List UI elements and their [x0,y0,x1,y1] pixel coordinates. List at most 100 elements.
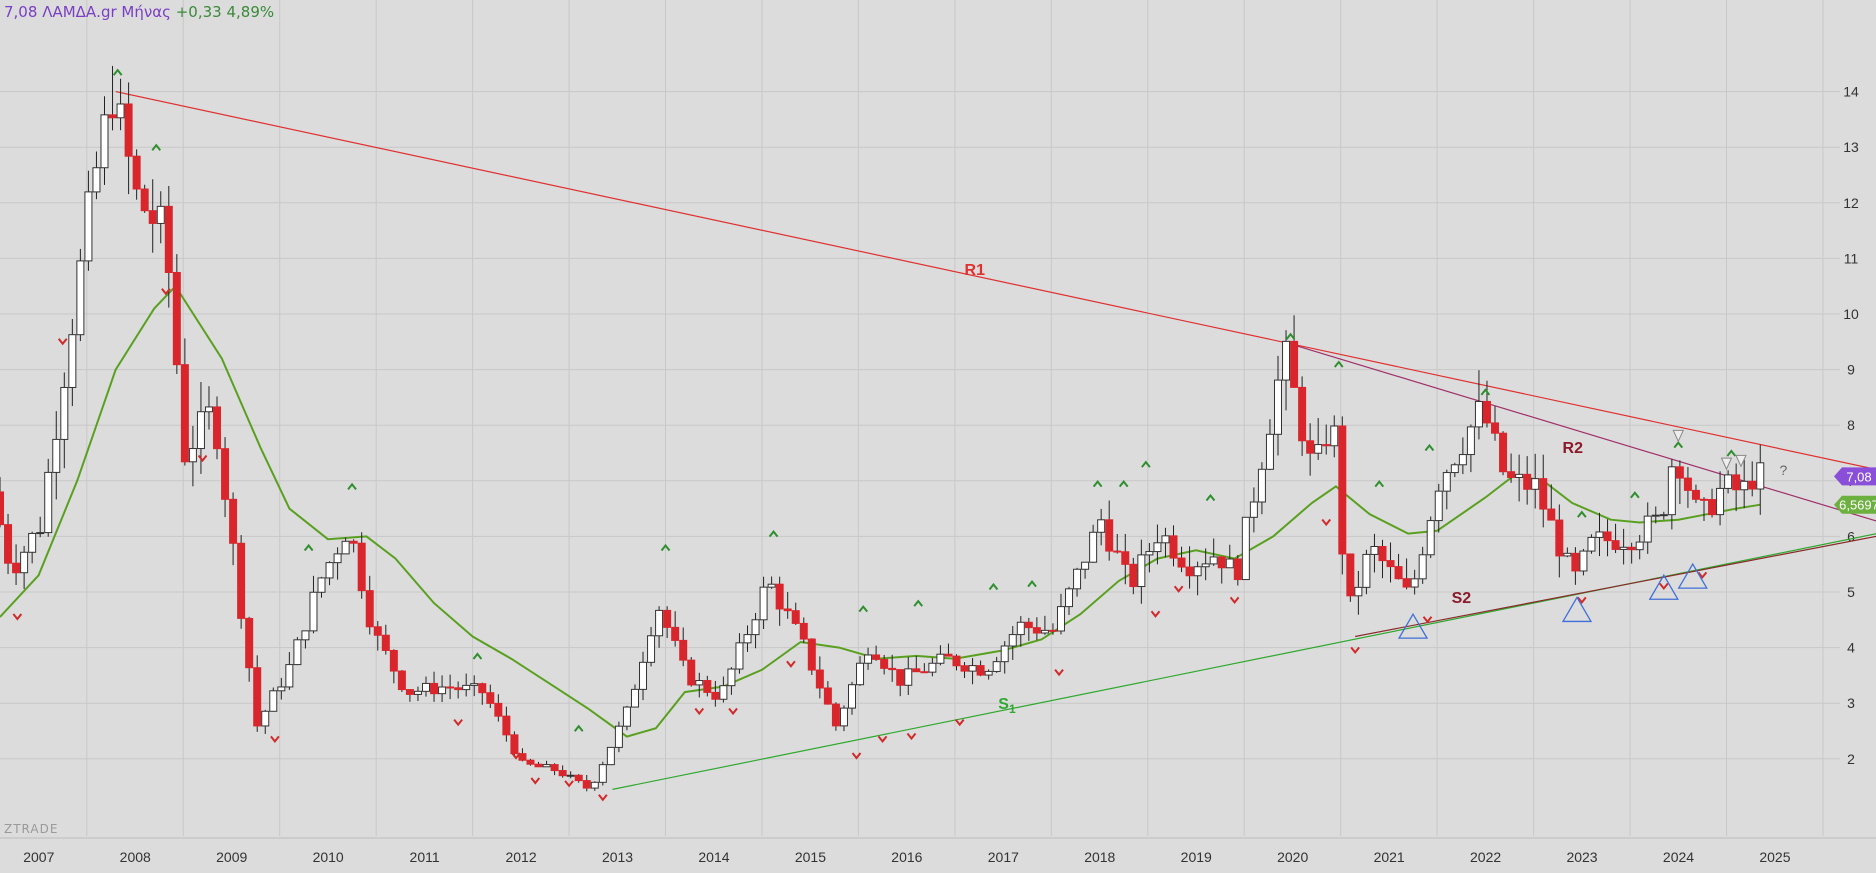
candle-bull [309,591,318,632]
candle-bear [703,680,712,693]
y-tick-label: 12 [1843,195,1859,211]
fractal-up-marker [1577,510,1587,518]
x-tick-label: 2025 [1759,849,1790,865]
candle-bull [614,725,623,748]
candle-bull [767,583,776,588]
candle-bull [727,668,736,687]
candle-bear [663,609,672,628]
fractal-down-marker [1150,610,1161,618]
candle-bull [847,684,856,709]
candle-bull [325,562,334,579]
x-tick-label: 2016 [891,849,922,865]
candle-bear [550,764,559,772]
candle-bull [1282,340,1291,381]
candle-bull [1161,535,1170,544]
candle-bull [647,635,656,663]
candle-bear [574,774,583,782]
fractal-down-marker [1054,668,1064,677]
candle-bear [1338,425,1347,555]
x-tick-label: 2011 [410,849,440,865]
candle-bull [277,686,286,692]
candle-bear [582,780,591,789]
candle-bear [245,617,254,669]
candle-bull [100,114,109,169]
header-symbol: ΛΑΜΔΑ.gr [42,3,117,21]
candle-bear [454,687,463,691]
question-mark: ? [1780,462,1788,478]
candle-bull [1145,551,1154,556]
candle-bull [606,746,615,766]
fractal-down-marker [1659,582,1669,591]
last-price-badge-text: 7,08 [1846,469,1871,484]
fractal-down-marker [1229,596,1240,604]
candle-bear [1298,386,1307,442]
fractal-down-marker [1321,518,1332,527]
fractal-up-marker [1424,443,1435,452]
trendline-label: R1 [965,262,986,279]
candle-bull [743,634,752,644]
candle-bear [1024,621,1033,629]
candle-bull [1265,433,1274,470]
candle-bull [1040,629,1049,634]
candle-bear [1499,432,1508,473]
candle-bull [1418,554,1427,580]
candle-bear [1547,508,1556,521]
candle-bear [791,610,800,624]
y-tick-label: 3 [1847,695,1855,711]
candle-bear [140,188,149,212]
candle-bear [486,692,495,704]
candle-bull [462,684,471,691]
candle-bull [751,619,760,636]
y-tick-label: 9 [1847,362,1855,378]
candle-bull [1643,515,1652,543]
candle-bull [1370,546,1379,555]
candle-bear [1169,535,1178,559]
candle-bull [333,553,342,564]
x-tick-label: 2023 [1566,849,1597,865]
candle-bear [397,670,406,691]
candle-bull [261,710,270,727]
candle-bear [148,210,157,224]
ma-line [0,284,1761,738]
candle-bull [1466,426,1475,456]
fractal-up-marker [660,543,671,552]
triangle-marker [1677,562,1708,589]
candle-bear [478,683,487,694]
candle-bear [783,608,792,612]
fractal-down-marker [877,735,888,743]
candle-bull [856,662,865,686]
trendline-s1 [612,533,1876,790]
candle-bull [1056,606,1065,632]
arrow-marker [1720,457,1733,471]
fractal-down-marker [786,660,796,668]
candle-bear [108,114,117,119]
candle-bear [671,626,680,641]
arrow-marker [1735,454,1747,468]
y-tick-label: 13 [1843,139,1859,155]
candle-bear [405,689,414,695]
fractal-down-marker [694,707,705,716]
candle-bull [438,686,447,695]
fractal-down-marker [598,794,608,802]
candle-bear [526,759,535,765]
candle-bear [389,649,398,672]
y-tick-label: 8 [1847,417,1855,433]
candle-bull [1563,552,1572,557]
x-tick-label: 2007 [23,849,54,865]
candle-bull [1209,556,1218,565]
candle-bull [630,688,639,708]
candle-bear [213,406,222,450]
candle-bear [1113,550,1122,553]
triangle-marker [1397,612,1429,639]
x-tick-label: 2010 [313,849,344,865]
candle-bear [1048,629,1057,632]
candle-bear [888,667,897,671]
candle-bull [1531,478,1540,490]
candle-bull [928,662,937,673]
candle-bear [4,524,13,564]
fractal-up-marker [1118,479,1129,488]
candle-bear [1217,556,1226,569]
fractal-down-marker [270,735,280,743]
candle-bear [0,491,4,526]
